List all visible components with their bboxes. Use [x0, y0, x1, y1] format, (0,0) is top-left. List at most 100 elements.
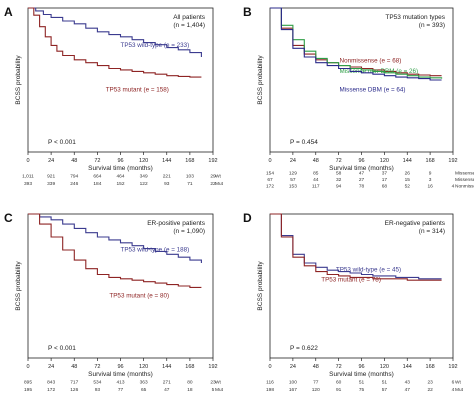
survival-curve	[270, 7, 443, 79]
risk-value: 37	[382, 171, 388, 177]
risk-value: 71	[187, 181, 193, 187]
risk-value: 18	[187, 387, 193, 393]
x-axis-title: Survival time (months)	[88, 371, 153, 378]
panel-subtitle: (n = 314)	[419, 228, 445, 235]
x-tick-label: 144	[403, 158, 412, 164]
x-tick-label: 96	[117, 158, 123, 164]
x-tick-label: 96	[117, 364, 123, 370]
risk-value: 51	[359, 379, 365, 385]
x-tick-label: 48	[71, 364, 77, 370]
risk-value: 271	[163, 379, 171, 385]
p-value: P < 0.001	[48, 139, 76, 146]
panel-subtitle: (n = 393)	[419, 22, 445, 29]
series-label: TP53 wild-type (e = 188)	[121, 246, 190, 253]
x-tick-label: 0	[268, 158, 271, 164]
risk-value: 67	[267, 177, 273, 183]
chart-panel-b: B 0 24 48 72 96 120 144 168 192 Survival time (mon…	[243, 5, 474, 190]
panel-title: ER-positive patients	[147, 220, 206, 227]
risk-value: 664	[93, 173, 101, 179]
series-label: TP53 wild-type (e = 233)	[121, 42, 190, 49]
risk-value: 153	[289, 184, 297, 190]
panel-title: All patients	[173, 14, 206, 21]
y-axis-title: BCSS probability	[15, 55, 22, 105]
panel-title: ER-negative patients	[385, 220, 446, 227]
risk-value: 794	[70, 173, 78, 179]
x-tick-label: 24	[48, 158, 54, 164]
risk-value: 221	[163, 173, 171, 179]
x-tick-label: 192	[448, 364, 457, 370]
risk-value: 57	[290, 177, 296, 183]
risk-value: 172	[266, 184, 274, 190]
risk-value: 117	[312, 184, 320, 190]
risk-value: 93	[95, 387, 101, 393]
risk-value: 895	[24, 379, 32, 385]
y-axis-title: BCSS probability	[257, 261, 264, 311]
risk-value: 77	[118, 387, 124, 393]
risk-value: 3	[429, 177, 432, 183]
risk-value: 26	[405, 171, 411, 177]
chart-panel-a: A 0 24 48 72 96 120 144 168 192 Survival time (mon…	[4, 5, 224, 187]
risk-value: 80	[187, 379, 193, 385]
x-tick-label: 96	[358, 158, 364, 164]
plot-frame	[269, 213, 454, 359]
risk-value: 167	[289, 387, 297, 393]
panel-subtitle: (n = 1,090)	[173, 228, 205, 235]
p-value: P = 0.622	[290, 345, 318, 352]
x-tick-label: 120	[380, 158, 389, 164]
risk-value: 116	[266, 379, 274, 385]
panel-letter: B	[243, 5, 252, 19]
x-tick-label: 72	[336, 158, 342, 164]
series-label: Missense DBM (e = 64)	[340, 87, 406, 94]
risk-value: 43	[405, 379, 411, 385]
risk-value: 246	[70, 181, 78, 187]
chart-panel-d: D 0 24 48 72 96 120 144 168 192 Survival time (mon…	[243, 211, 464, 393]
series-label: TP53 mutant (e = 158)	[106, 87, 169, 94]
risk-value: 129	[289, 171, 297, 177]
risk-value: 339	[47, 181, 55, 187]
risk-value: 195	[24, 387, 32, 393]
risk-value: 77	[313, 379, 319, 385]
risk-value: 349	[140, 173, 148, 179]
risk-value: 393	[24, 181, 32, 187]
risk-value: 29	[210, 173, 216, 179]
x-tick-label: 120	[139, 364, 148, 370]
risk-value: 44	[313, 177, 319, 183]
x-tick-label: 144	[162, 158, 171, 164]
risk-row-label: Mut	[215, 387, 224, 393]
x-tick-label: 48	[313, 364, 319, 370]
p-value: P < 0.001	[48, 345, 76, 352]
risk-value: 94	[336, 184, 342, 190]
risk-value: 100	[289, 379, 297, 385]
risk-value: 85	[313, 171, 319, 177]
risk-value: 534	[93, 379, 101, 385]
risk-value: 717	[70, 379, 78, 385]
risk-value: 152	[116, 181, 124, 187]
p-value: P = 0.454	[290, 139, 318, 146]
panel-title: TP53 mutation types	[385, 14, 445, 21]
risk-value: 32	[336, 177, 342, 183]
risk-value: 1,011	[22, 173, 34, 179]
series-label: Nonmissense (e = 68)	[340, 58, 402, 65]
x-tick-label: 168	[426, 364, 435, 370]
series-label: TP53 wild-type (e = 45)	[336, 267, 401, 274]
x-tick-label: 192	[208, 364, 217, 370]
risk-row-label: Missense_nonDBM	[455, 177, 474, 183]
risk-value: 184	[93, 181, 101, 187]
risk-value: 27	[359, 177, 365, 183]
y-axis-title: BCSS probability	[257, 55, 264, 105]
risk-value: 126	[70, 387, 78, 393]
risk-value: 47	[359, 171, 365, 177]
x-tick-label: 168	[185, 158, 194, 164]
x-tick-label: 48	[313, 158, 319, 164]
risk-value: 122	[140, 181, 148, 187]
risk-row-label: Missense_DBM	[455, 171, 474, 177]
x-axis-title: Survival time (months)	[88, 165, 153, 172]
x-axis-title: Survival time (months)	[329, 371, 394, 378]
risk-value: 9	[429, 171, 432, 177]
risk-value: 47	[405, 387, 411, 393]
survival-curve	[270, 213, 442, 281]
risk-value: 65	[141, 387, 147, 393]
panel-letter: C	[4, 211, 13, 225]
risk-value: 464	[116, 173, 124, 179]
risk-value: 6	[452, 379, 455, 385]
